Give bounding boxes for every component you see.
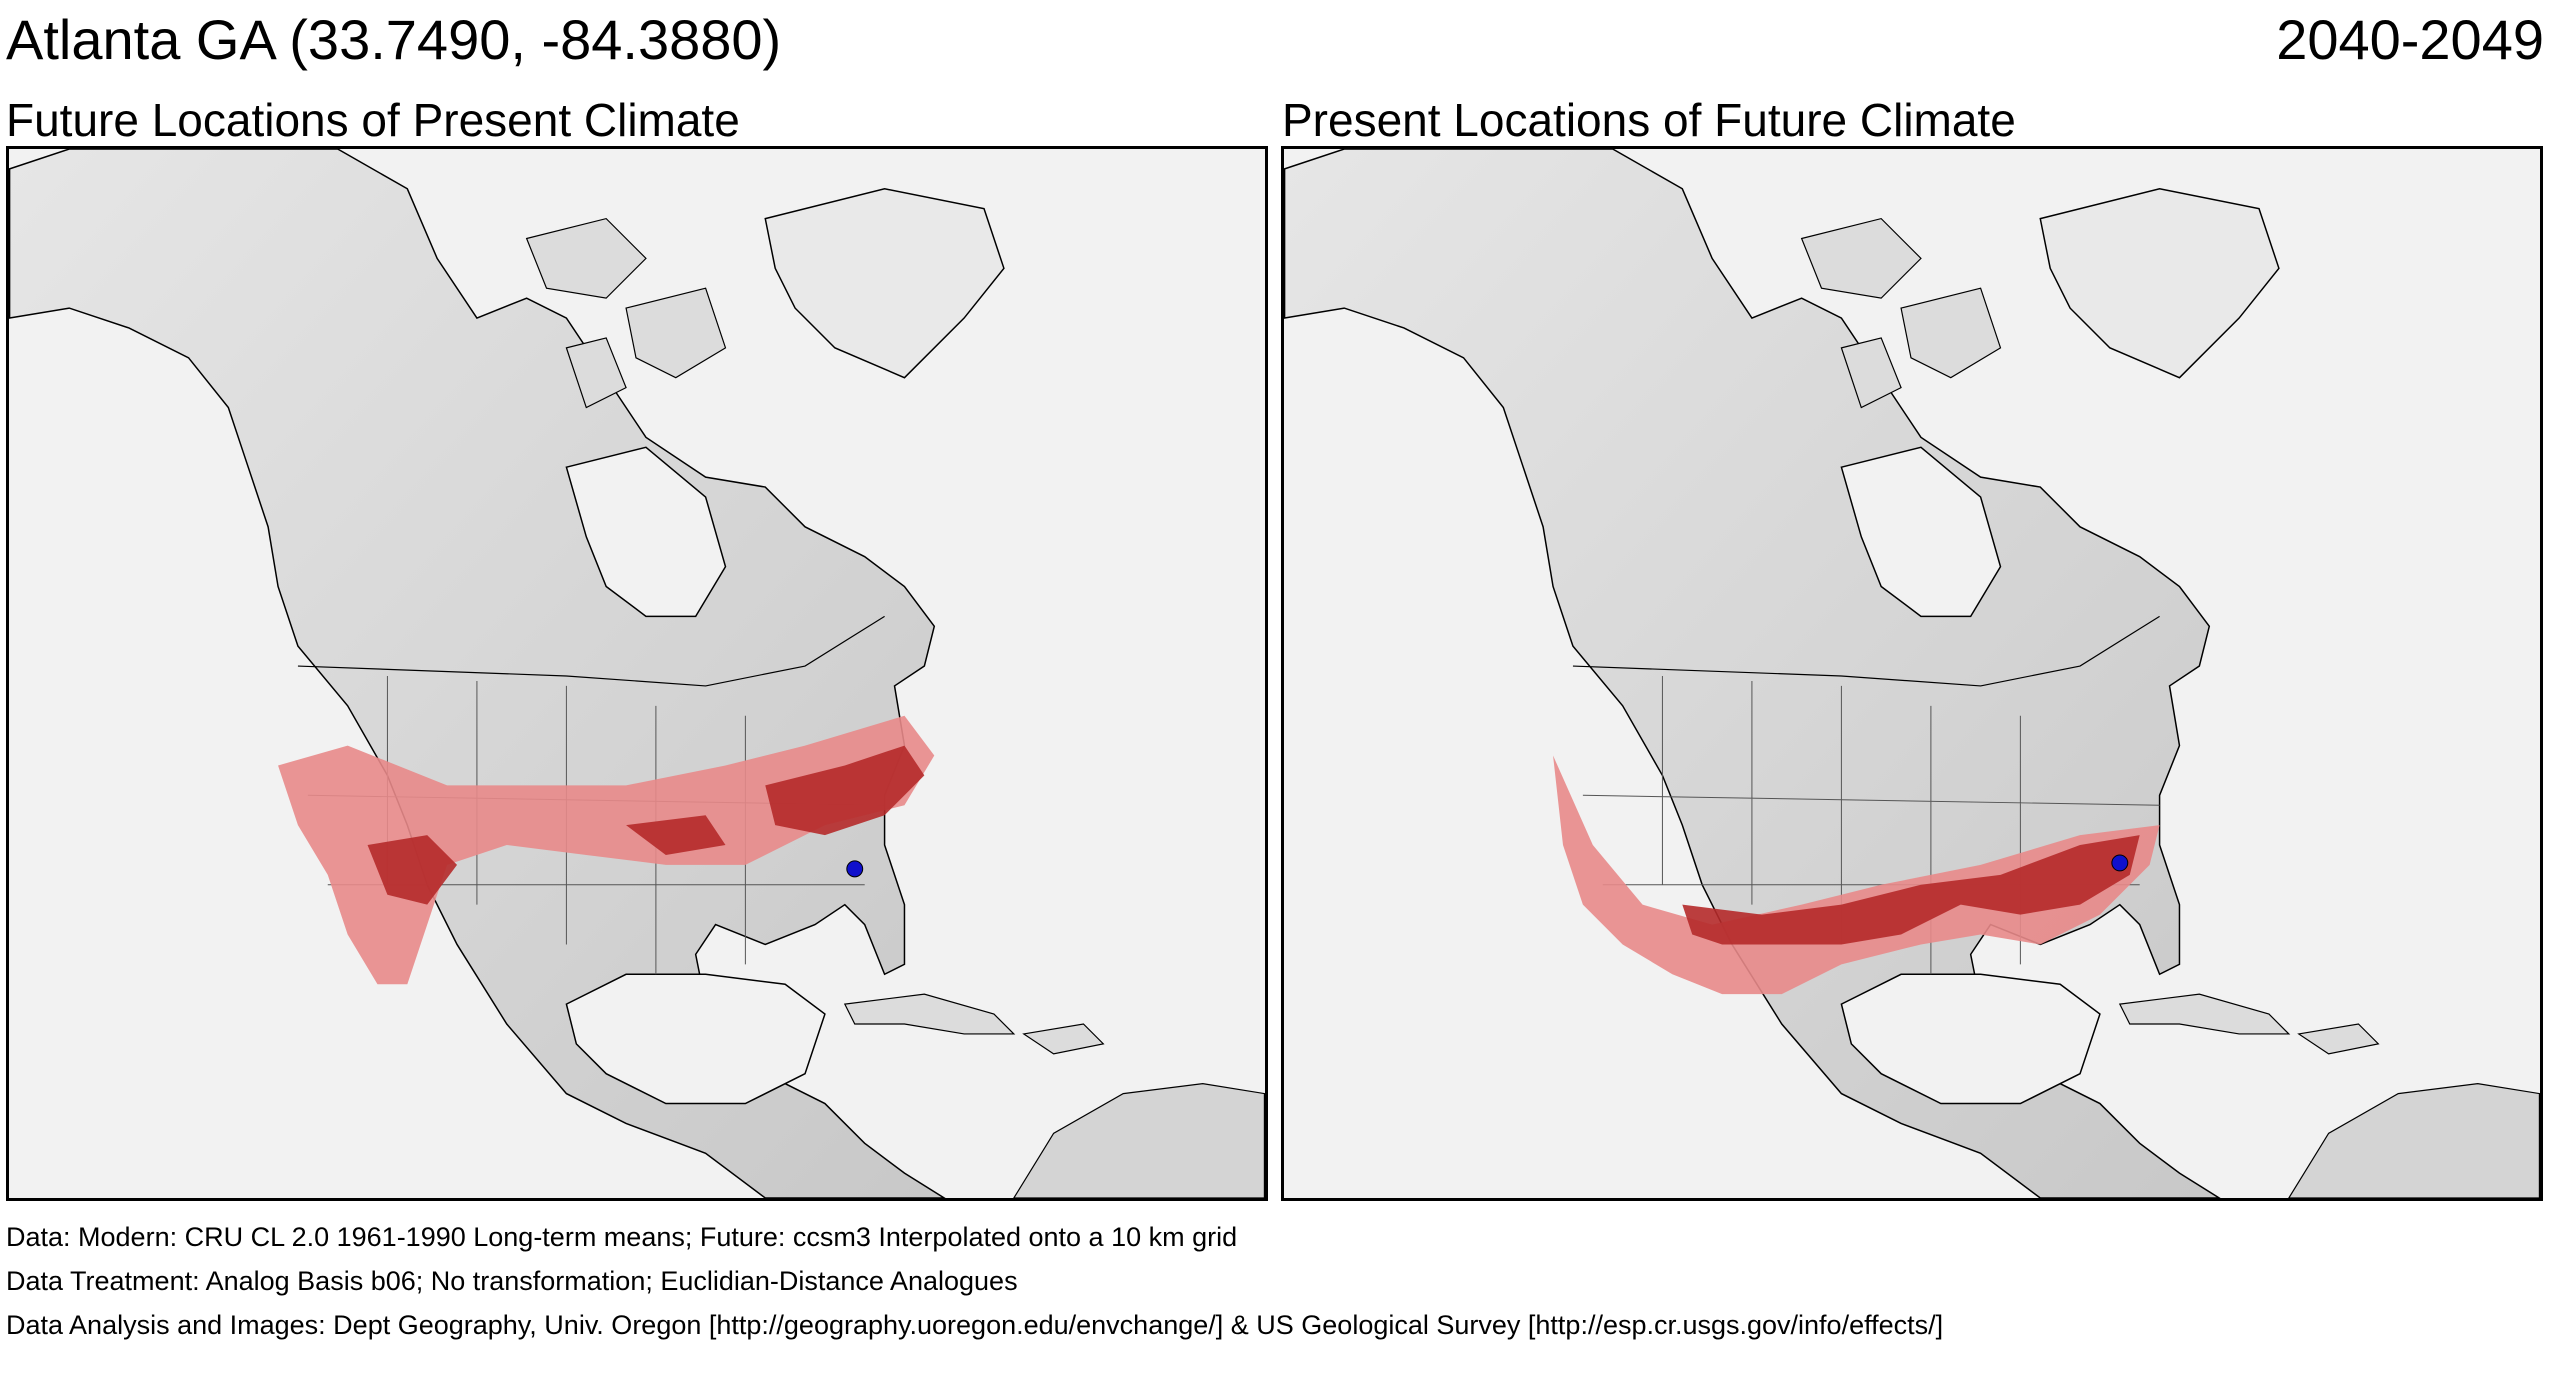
atlanta-marker xyxy=(846,860,864,878)
caribbean-islands xyxy=(2118,993,2380,1055)
right-panel-title: Present Locations of Future Climate xyxy=(1282,94,2016,146)
footnote-data: Data: Modern: CRU CL 2.0 1961-1990 Long-… xyxy=(6,1222,1238,1252)
caribbean-islands xyxy=(843,993,1105,1055)
right-map xyxy=(1284,149,2540,1198)
footnote-treatment: Data Treatment: Analog Basis b06; No tra… xyxy=(6,1266,1018,1296)
us-canada-border xyxy=(1572,615,2160,687)
left-panel-title: Future Locations of Present Climate xyxy=(6,94,740,146)
south-america xyxy=(2288,1083,2540,1198)
footnotes: Data: Modern: CRU CL 2.0 1961-1990 Long-… xyxy=(6,1215,1943,1347)
analog-region-dark xyxy=(367,745,925,905)
north-america-landmass xyxy=(9,149,946,1198)
state-borders xyxy=(1582,675,2160,975)
south-america xyxy=(1013,1083,1265,1198)
left-map xyxy=(9,149,1265,1198)
analog-region-dark xyxy=(1682,835,2140,945)
arctic-islands xyxy=(525,217,727,409)
gulf-of-mexico xyxy=(565,973,826,1105)
gulf-of-mexico xyxy=(1840,973,2101,1105)
hudson-bay xyxy=(1840,446,2002,618)
arctic-islands xyxy=(1800,217,2002,409)
us-canada-border xyxy=(297,615,885,687)
atlanta-marker xyxy=(2111,854,2129,872)
left-map-panel xyxy=(6,146,1268,1201)
hudson-bay xyxy=(565,446,727,618)
period-title: 2040-2049 xyxy=(2276,8,2544,71)
greenland xyxy=(764,188,1005,379)
greenland xyxy=(2039,188,2280,379)
right-map-panel xyxy=(1281,146,2543,1201)
footnote-analysis: Data Analysis and Images: Dept Geography… xyxy=(6,1310,1944,1340)
analog-region-light xyxy=(278,715,935,985)
location-title: Atlanta GA (33.7490, -84.3880) xyxy=(6,8,782,71)
